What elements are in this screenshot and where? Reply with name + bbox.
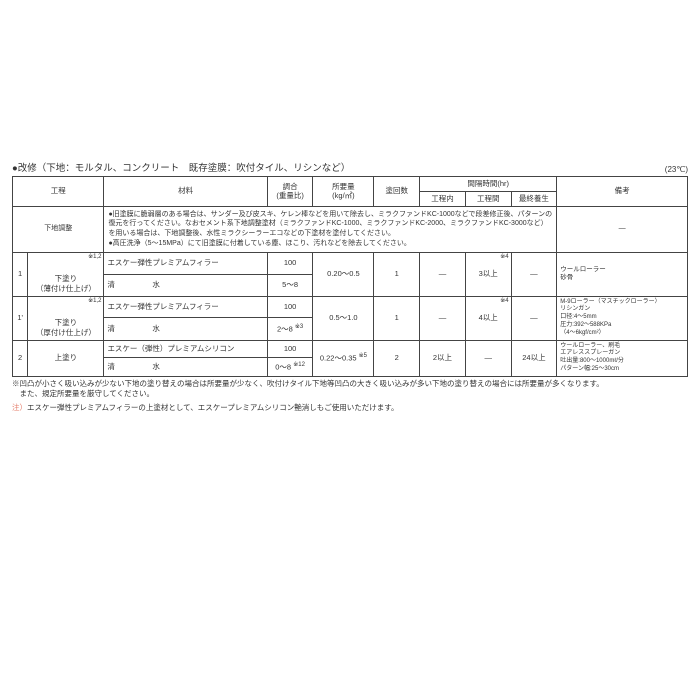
sup-note: ※1,2 <box>88 254 101 262</box>
process-text: 下塗り （厚付け仕上げ） <box>36 318 96 337</box>
sup-note: ※4 <box>500 254 508 262</box>
inproc-cell: — <box>420 296 466 340</box>
ratio-cell: 5～8 <box>267 274 313 296</box>
sup-note: ※4 <box>500 298 508 306</box>
footer-note: ※凹凸が小さく吸い込みが少ない下地の塗り替えの場合は所要量が少なく、吹付けタイル… <box>12 379 688 400</box>
remarks-cell: ウールローラー 砂骨 <box>557 252 688 296</box>
count-cell: 1 <box>374 252 420 296</box>
process-text: 下塗り （薄付け仕上げ） <box>36 274 96 293</box>
section-title: ●改修（下地：モルタル、コンクリート 既存塗膜：吹付タイル、リシンなど） <box>12 160 350 174</box>
sup-note: ※5 <box>359 353 367 359</box>
prep-label: 下地調整 <box>13 206 104 252</box>
remarks-cell: M-9ローラー（マスチックローラー） リシンガン 口径:4～5mm 圧力:392… <box>557 296 688 340</box>
count-cell: 1 <box>374 296 420 340</box>
between-cell: ※4 4以上 <box>465 296 511 340</box>
ratio-cell: 0～8 ※12 <box>267 358 313 376</box>
final-cell: — <box>511 296 557 340</box>
ratio-cell: 100 <box>267 340 313 358</box>
material-cell: 清 水 <box>104 358 267 376</box>
between-cell: ※4 3以上 <box>465 252 511 296</box>
sup-note: ※3 <box>295 324 303 330</box>
spec-table: 工程 材料 調合 (重量比) 所要量 (kg/㎡) 塗回数 間隔時間(hr) 備… <box>12 176 688 377</box>
row-process: ※1,2 下塗り （薄付け仕上げ） <box>28 252 104 296</box>
col-between: 工程間 <box>465 191 511 206</box>
amount-cell: 0.20～0.5 <box>313 252 374 296</box>
between-text: 4以上 <box>479 313 498 322</box>
ratio-cell: 2～8 ※3 <box>267 318 313 340</box>
col-interval: 間隔時間(hr) <box>420 177 557 192</box>
col-inprocess: 工程内 <box>420 191 466 206</box>
col-remarks: 備考 <box>557 177 688 207</box>
row-no: 2 <box>13 340 28 376</box>
material-cell: 清 水 <box>104 318 267 340</box>
tip-label: 注） <box>12 403 27 412</box>
col-amount: 所要量 (kg/㎡) <box>313 177 374 207</box>
row-process: ※1,2 下塗り （厚付け仕上げ） <box>28 296 104 340</box>
col-ratio: 調合 (重量比) <box>267 177 313 207</box>
sup-note: ※12 <box>293 362 305 368</box>
temperature-label: (23℃) <box>665 165 688 174</box>
row-no: 1' <box>13 296 28 340</box>
ratio-text: 0～8 <box>275 363 291 372</box>
amount-text: 0.22～0.35 <box>320 354 357 363</box>
between-text: 3以上 <box>479 269 498 278</box>
col-count: 塗回数 <box>374 177 420 207</box>
material-cell: エスケー弾性プレミアムフィラー <box>104 296 267 318</box>
ratio-text: 2～8 <box>277 324 293 333</box>
amount-cell: 0.22～0.35 ※5 <box>313 340 374 376</box>
remarks-cell: ウールローラー、刷毛 エアレススプレーガン 吐出量:800～1000mℓ/分 パ… <box>557 340 688 376</box>
material-cell: 清 水 <box>104 274 267 296</box>
col-process: 工程 <box>13 177 104 207</box>
col-material: 材料 <box>104 177 267 207</box>
col-final: 最終養生 <box>511 191 557 206</box>
prep-text: ●旧塗膜に脆弱層のある場合は、サンダー及び皮スキ、ケレン棒などを用いて除去し、ミ… <box>104 206 557 252</box>
inproc-cell: 2以上 <box>420 340 466 376</box>
count-cell: 2 <box>374 340 420 376</box>
ratio-cell: 100 <box>267 252 313 274</box>
amount-cell: 0.5～1.0 <box>313 296 374 340</box>
prep-remark: — <box>557 206 688 252</box>
inproc-cell: — <box>420 252 466 296</box>
final-cell: — <box>511 252 557 296</box>
footer-tip: 注）エスケー弾性プレミアムフィラーの上塗材として、エスケープレミアムシリコン艶消… <box>12 402 688 413</box>
row-process: 上塗り <box>28 340 104 376</box>
row-no: 1 <box>13 252 28 296</box>
ratio-cell: 100 <box>267 296 313 318</box>
tip-text: エスケー弾性プレミアムフィラーの上塗材として、エスケープレミアムシリコン艶消しも… <box>27 403 399 412</box>
material-cell: エスケー（弾性）プレミアムシリコン <box>104 340 267 358</box>
final-cell: 24以上 <box>511 340 557 376</box>
between-cell: — <box>465 340 511 376</box>
sup-note: ※1,2 <box>88 298 101 306</box>
material-cell: エスケー弾性プレミアムフィラー <box>104 252 267 274</box>
